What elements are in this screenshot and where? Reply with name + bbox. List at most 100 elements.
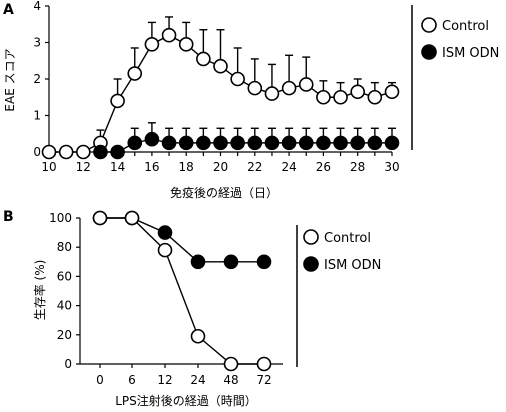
panel-a-ism-point [350,135,366,151]
panel-b-control-point [124,210,140,226]
panel-a-y-tick-label: 0 [33,145,41,159]
panel-b-ism-point [256,254,272,270]
panel-a-y-tick-label: 3 [33,36,41,50]
panel-a-ism-point [316,135,331,151]
panel-a-ism-point [230,135,245,151]
panel-b-y-tick-label: 100 [49,211,72,225]
panel-a-control-point [367,89,383,105]
panel-a-x-tick-label: 16 [144,160,159,174]
panel-a-control-point [110,93,125,109]
panel-b-control-point [157,242,173,258]
panel-a-legend: Control ISM ODN [421,17,499,61]
panel-a-ism-point [196,135,211,151]
panel-a-legend-control-marker [421,17,437,33]
panel-b-legend-control-marker [303,229,319,245]
panel-a-x-tick-label: 14 [110,160,125,174]
panel-b-y-tick-label: 20 [57,328,72,342]
panel-a-control-point [178,37,194,52]
panel-b-control-point [190,328,206,344]
panel-a-control-point [213,58,228,74]
panel-b-ism-line [100,217,264,263]
panel-a-legend-ism-marker [421,44,437,60]
panel-b-y-tick-label: 80 [57,240,72,254]
panel-a-control-point [41,144,57,160]
panel-a-y-tick-label: 4 [33,0,41,13]
panel-a-control-point [298,77,314,92]
panel-a-series [41,16,400,160]
panel-b-y-tick-label: 40 [57,299,72,313]
panel-a-label: A [3,2,14,18]
panel-b-legend: Control ISM ODN [303,229,381,273]
panel-a-x-tick-label: 10 [41,160,56,174]
panel-b: B 0 20 40 60 80 100 0 6 12 24 48 72 LPS注射後の経過（時間） 生… [3,209,381,408]
panel-b-ism-point [190,254,206,270]
panel-a-control-point [281,80,297,96]
panel-b-x-tick-label: 0 [96,373,104,387]
panel-b-ism-point [157,225,173,240]
panel-a-x-tick-label: 12 [76,160,91,174]
panel-a-control-point [247,80,263,96]
panel-a-x-tick-label: 28 [350,160,365,174]
panel-a-ism-point [93,144,108,160]
panel-a-ism-point [110,144,125,160]
panel-b-control-point [92,210,108,226]
panel-a-control-point [161,27,177,43]
panel-b-x-tick-label: 24 [190,373,205,387]
panel-b-x-axis-label: LPS注射後の経過（時間） [115,393,257,408]
panel-a-x-axis-label: 免疫後の経過（日） [170,185,278,200]
panel-a-control-point [230,71,245,87]
panel-a-ism-point [333,135,348,151]
panel-a-control-point [384,84,400,100]
panel-a-control-point [76,144,91,160]
panel-a-ism-line [100,138,392,153]
panel-b-x-tick-label: 6 [128,373,136,387]
panel-a-y-tick-label: 1 [33,109,41,123]
panel-a-ism-point [247,135,263,151]
panel-b-legend-control: Control [324,231,371,246]
panel-a-ism-point [264,135,280,151]
panel-b-legend-ism-marker [303,256,319,272]
panel-a-ism-point [178,135,194,151]
panel-a-control-point [127,66,143,81]
panel-b-x-tick-label: 48 [223,373,238,387]
panel-a-control-point [144,37,160,52]
panel-a-ism-point [144,131,160,147]
panel-a-ism-point [281,135,297,151]
panel-b-ism-point [223,254,239,270]
panel-b-control-point [256,356,272,372]
panel-a-control-point [316,89,331,105]
panel-a-x-tick-label: 30 [384,160,399,174]
panel-a-control-point [333,89,348,105]
panel-b-y-tick-label: 60 [57,269,72,283]
panel-a-x-tick-label: 18 [179,160,194,174]
panel-a-x-tick-label: 24 [281,160,296,174]
panel-a-control-point [58,144,74,160]
panel-a-control-point [350,84,366,100]
panel-b-control-line [100,217,264,365]
panel-b-series [92,210,272,372]
panel-b-label: B [3,209,14,225]
panel-a-ism-point [384,135,400,151]
panel-a-control-point [264,86,280,101]
panel-a-ism-point [213,135,228,151]
panel-a-legend-control: Control [442,19,489,34]
panel-a-legend-ism: ISM ODN [442,46,499,61]
panel-b-x-tick-label: 72 [256,373,271,387]
panel-b-legend-ism: ISM ODN [324,258,381,273]
panel-a-y-axis-label: EAE スコア [3,48,17,111]
panel-a-control-point [196,51,211,67]
panel-a-y-tick-label: 2 [33,72,41,86]
panel-b-y-axis-label: 生存率 (%) [32,260,47,321]
panel-a-x-tick-label: 26 [316,160,331,174]
panel-b-x-tick-label: 12 [157,373,172,387]
panel-a-x-tick-label: 22 [247,160,262,174]
panel-a-ism-point [161,135,177,151]
panel-a-x-tick-label: 20 [213,160,228,174]
panel-b-y-tick-label: 0 [64,357,72,371]
panel-b-control-point [223,356,239,372]
panel-a-ism-point [298,135,314,151]
panel-a-ism-point [127,135,143,151]
